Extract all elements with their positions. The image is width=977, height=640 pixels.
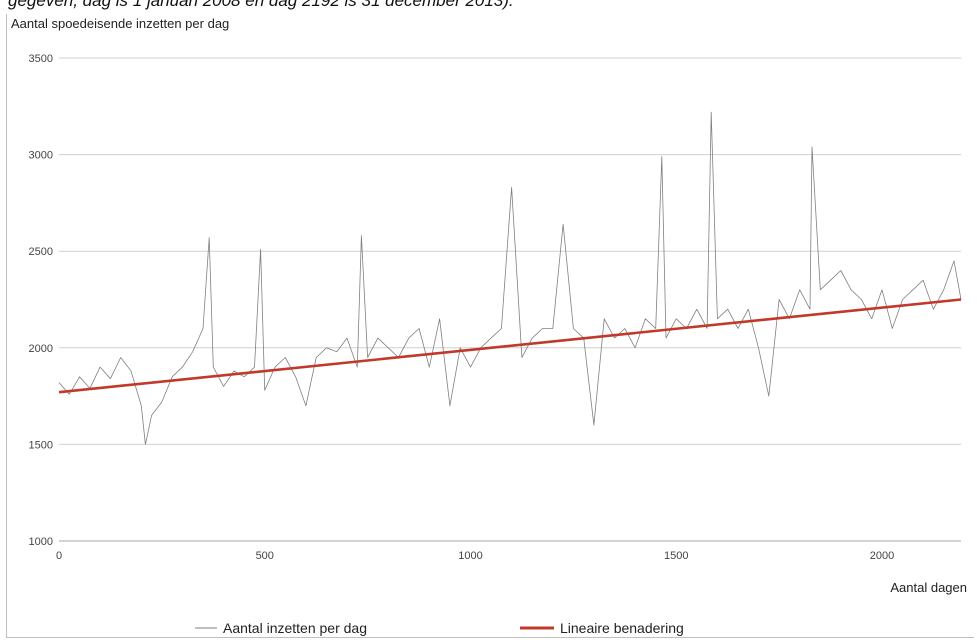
y-tick-label: 2000 bbox=[29, 343, 53, 355]
series-line-1 bbox=[58, 111, 962, 445]
series-layer bbox=[58, 111, 962, 445]
y-tick-label: 3000 bbox=[29, 150, 53, 162]
grid-lines bbox=[59, 57, 961, 542]
x-tick-labels: 0 500 1000 1500 2000 bbox=[56, 550, 894, 562]
x-axis-title: Aantal dagen bbox=[890, 580, 967, 595]
y-axis-title: Aantal spoedeisende inzetten per dag bbox=[11, 16, 229, 31]
y-tick-label: 1500 bbox=[29, 439, 53, 451]
y-tick-labels: 1000 1500 2000 2500 3000 3500 bbox=[29, 53, 53, 548]
x-tick-label: 1000 bbox=[458, 550, 482, 562]
legend-label-series-2: Lineaire benadering bbox=[560, 620, 684, 636]
x-tick-label: 1500 bbox=[664, 550, 688, 562]
legend-label-series-1: Aantal inzetten per dag bbox=[223, 620, 367, 636]
figure-caption: gegeven, dag is 1 januari 2008 en dag 21… bbox=[8, 0, 514, 10]
x-tick-label: 500 bbox=[256, 550, 274, 562]
y-tick-label: 3500 bbox=[29, 53, 53, 65]
line-chart: 1000 1500 2000 2500 3000 3500 0 500 1000 1500 200… bbox=[11, 16, 967, 636]
y-tick-label: 1000 bbox=[29, 536, 53, 548]
x-tick-label: 2000 bbox=[870, 550, 894, 562]
x-tick-label: 0 bbox=[56, 550, 62, 562]
series-line-2 bbox=[58, 298, 962, 394]
chart-frame: 1000 1500 2000 2500 3000 3500 0 500 1000 1500 200… bbox=[6, 14, 974, 638]
legend: Aantal inzetten per dag Lineaire benader… bbox=[195, 620, 684, 636]
y-tick-label: 2500 bbox=[29, 246, 53, 258]
